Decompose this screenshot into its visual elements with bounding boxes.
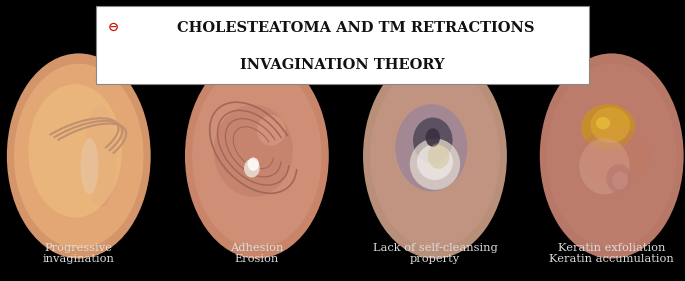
Ellipse shape (540, 53, 684, 259)
Text: Progressive
invagination: Progressive invagination (43, 243, 114, 264)
Ellipse shape (606, 164, 632, 193)
Ellipse shape (395, 104, 467, 191)
Ellipse shape (244, 159, 260, 178)
Ellipse shape (84, 105, 116, 207)
Ellipse shape (581, 104, 635, 150)
Ellipse shape (185, 53, 329, 259)
Text: INVAGINATION THEORY: INVAGINATION THEORY (240, 58, 445, 72)
Ellipse shape (612, 171, 628, 190)
Ellipse shape (7, 53, 151, 259)
Ellipse shape (580, 138, 630, 194)
Ellipse shape (192, 64, 322, 248)
Ellipse shape (247, 157, 259, 171)
FancyBboxPatch shape (96, 6, 589, 84)
Text: Lack of self-cleansing
property: Lack of self-cleansing property (373, 243, 497, 264)
Ellipse shape (547, 64, 676, 248)
Ellipse shape (370, 64, 500, 248)
Ellipse shape (413, 117, 453, 164)
Ellipse shape (363, 53, 507, 259)
Ellipse shape (417, 144, 453, 180)
Ellipse shape (214, 105, 292, 197)
Ellipse shape (590, 107, 630, 143)
Text: ⊖: ⊖ (108, 21, 119, 34)
Ellipse shape (580, 128, 651, 184)
Ellipse shape (427, 143, 449, 169)
Ellipse shape (28, 84, 122, 217)
Text: Adhesion
Erosion: Adhesion Erosion (230, 243, 284, 264)
Text: Keratin exfoliation
Keratin accumulation: Keratin exfoliation Keratin accumulation (549, 243, 674, 264)
Ellipse shape (410, 139, 460, 190)
Ellipse shape (425, 128, 440, 147)
Ellipse shape (14, 64, 143, 248)
Ellipse shape (257, 115, 286, 146)
Text: CHOLESTEATOMA AND TM RETRACTIONS: CHOLESTEATOMA AND TM RETRACTIONS (177, 21, 535, 35)
Ellipse shape (81, 138, 99, 194)
Ellipse shape (596, 117, 610, 129)
